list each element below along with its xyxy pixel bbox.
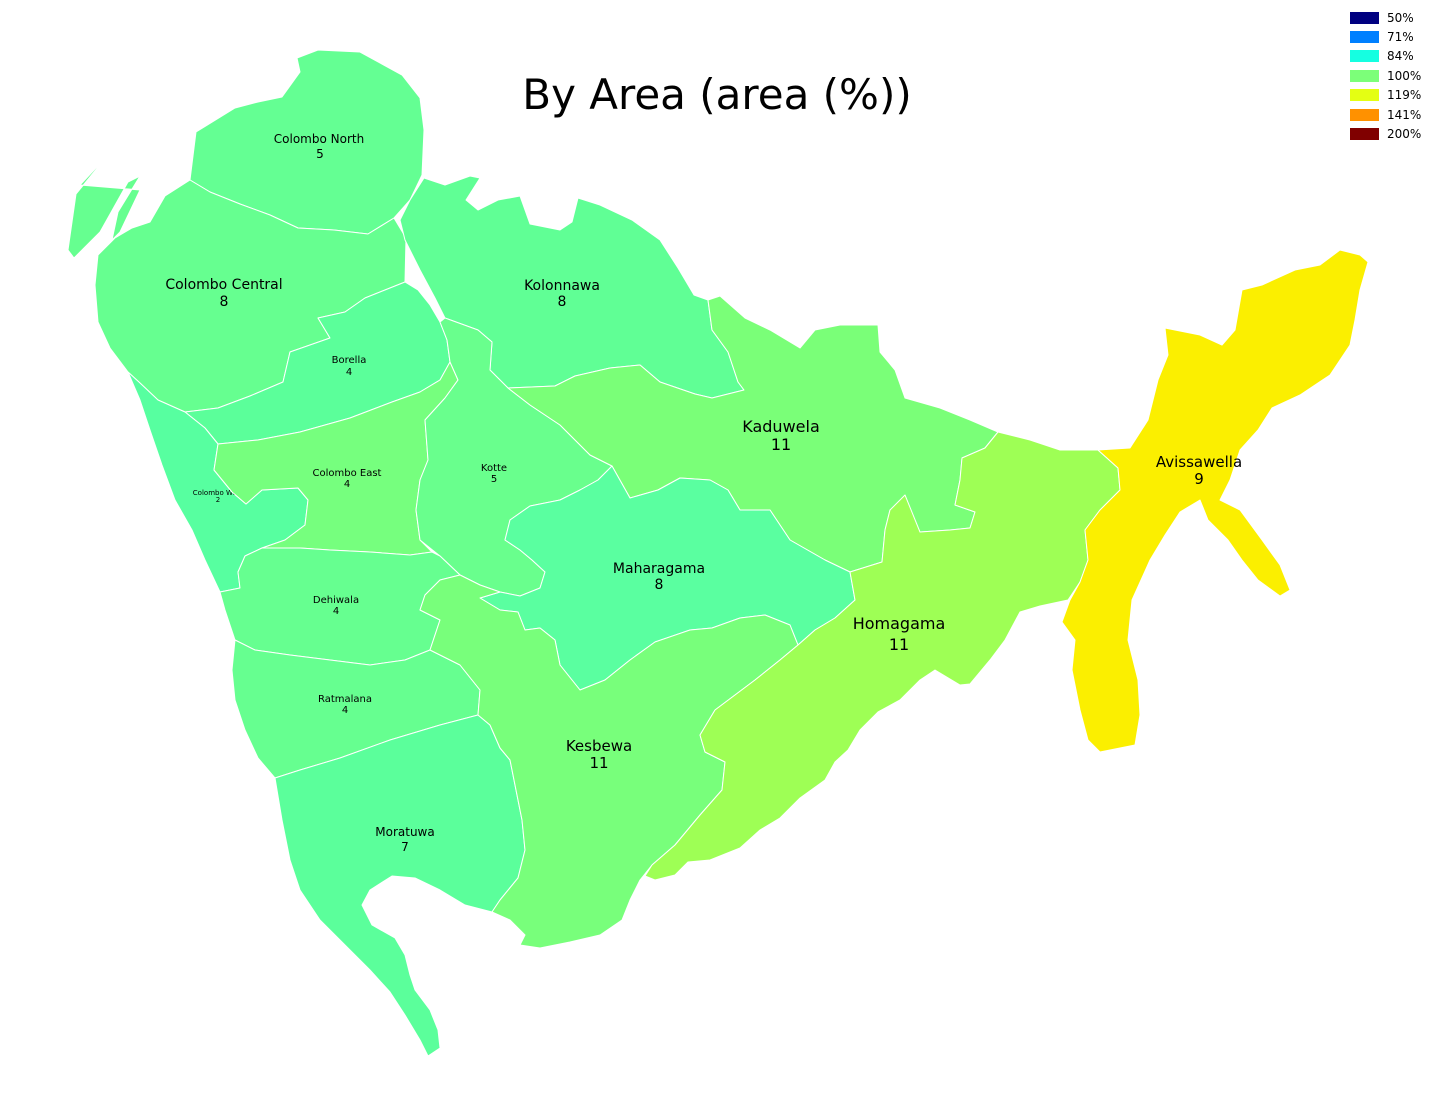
region-maharagama[interactable]: Maharagama 8 [479, 465, 856, 691]
region-name-label: Ratmalana [318, 694, 372, 705]
region-kesbewa[interactable]: Kesbewa 11 [419, 574, 799, 949]
region-name-label: Avissawella [1156, 453, 1242, 471]
legend-swatch [1350, 11, 1379, 24]
region-name-label: Kesbewa [566, 737, 632, 755]
map-title: By Area (area (%)) [522, 70, 912, 119]
region-moratuwa[interactable]: Moratuwa 7 [274, 714, 526, 1057]
legend-swatch [1350, 31, 1379, 44]
legend-swatch [1350, 50, 1379, 63]
region-name-label: Borella [332, 355, 367, 366]
region-name-label: Colombo North [274, 132, 364, 146]
region-name-label: Moratuwa [375, 825, 434, 839]
legend-item: 84% [1350, 47, 1421, 66]
legend-label: 200% [1387, 127, 1422, 142]
legend-label: 141% [1387, 107, 1422, 122]
region-value-label: 2 [216, 496, 220, 504]
region-avissawella[interactable]: Avissawella 9 [1061, 249, 1369, 753]
legend-item: 100% [1350, 66, 1421, 85]
legend-label: 50% [1387, 10, 1414, 25]
legend-item: 141% [1350, 105, 1421, 124]
region-value-label: 4 [344, 479, 350, 490]
region-value-label: 9 [1194, 470, 1204, 488]
region-value-label: 4 [346, 367, 352, 378]
legend-item: 50% [1350, 8, 1421, 27]
legend-item: 119% [1350, 86, 1421, 105]
region-name-label: Dehiwala [313, 595, 359, 606]
region-name-label: Colombo West [193, 489, 244, 497]
region-value-label: 8 [220, 294, 229, 310]
region-name-label: Kolonnawa [524, 278, 600, 294]
legend-label: 119% [1387, 88, 1422, 103]
region-value-label: 11 [771, 435, 791, 454]
legend-label: 100% [1387, 68, 1422, 83]
region-name-label: Kotte [481, 463, 507, 474]
legend-item: 71% [1350, 27, 1421, 46]
region-name-label: Maharagama [613, 561, 705, 577]
region-value-label: 11 [589, 754, 608, 772]
region-value-label: 5 [316, 147, 324, 161]
region-name-label: Kaduwela [742, 417, 820, 436]
legend-swatch [1350, 128, 1379, 141]
legend-label: 71% [1387, 30, 1414, 45]
legend-swatch [1350, 108, 1379, 121]
legend-item: 200% [1350, 124, 1421, 143]
region-value-label: 8 [655, 577, 664, 593]
region-homagama[interactable]: Homagama 11 [644, 431, 1121, 881]
legend-label: 84% [1387, 49, 1414, 64]
region-value-label: 8 [558, 294, 567, 310]
region-value-label: 5 [491, 474, 497, 485]
region-value-label: 7 [401, 840, 409, 854]
region-colombo-east[interactable]: Colombo East 4 [213, 361, 459, 556]
region-value-label: 4 [342, 705, 348, 716]
region-value-label: 11 [889, 635, 909, 654]
legend-swatch [1350, 69, 1379, 82]
region-name-label: Colombo East [313, 468, 382, 479]
legend: 50% 71% 84% 100% 119% 141% 200% [1350, 8, 1421, 144]
region-value-label: 4 [333, 606, 339, 617]
region-name-label: Homagama [853, 614, 946, 633]
legend-swatch [1350, 89, 1379, 102]
region-name-label: Colombo Central [165, 277, 282, 293]
